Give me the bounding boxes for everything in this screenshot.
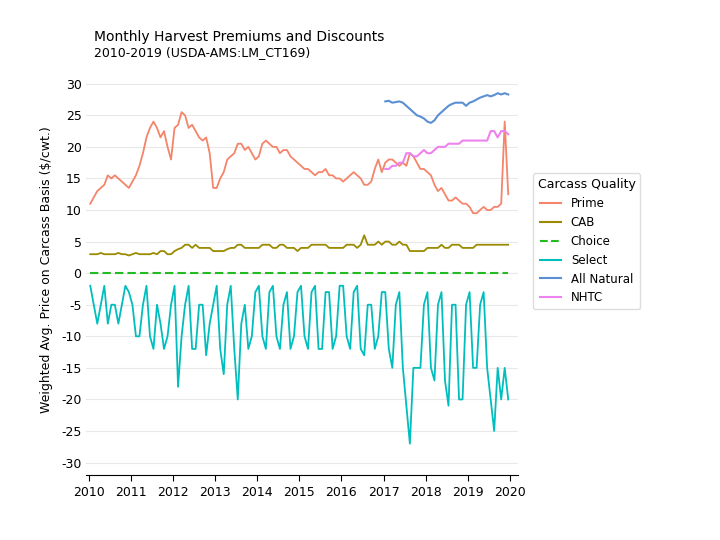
- Legend: Prime, CAB, Choice, Select, All Natural, NHTC: Prime, CAB, Choice, Select, All Natural,…: [533, 173, 640, 309]
- Text: 2010-2019 (USDA-AMS:LM_CT169): 2010-2019 (USDA-AMS:LM_CT169): [94, 46, 310, 59]
- Text: Monthly Harvest Premiums and Discounts: Monthly Harvest Premiums and Discounts: [94, 30, 384, 44]
- Y-axis label: Weighted Avg. Price on Carcass Basis ($/cwt.): Weighted Avg. Price on Carcass Basis ($/…: [40, 126, 53, 414]
